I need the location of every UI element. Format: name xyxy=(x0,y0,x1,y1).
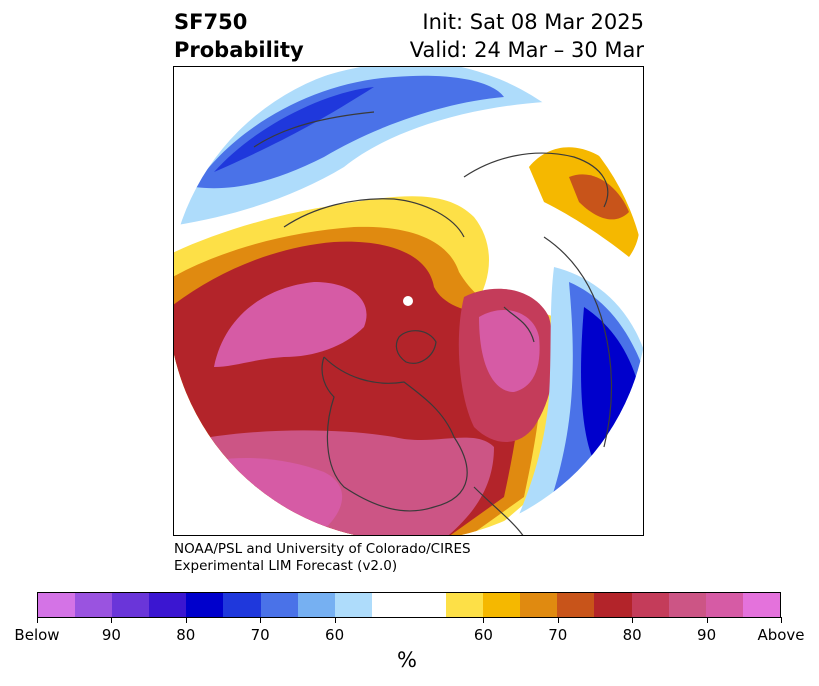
colorbar-segment xyxy=(112,593,150,617)
colorbar-tick xyxy=(185,617,187,623)
credit-line-1: NOAA/PSL and University of Colorado/CIRE… xyxy=(174,541,471,557)
below-region-north-inner xyxy=(194,75,504,189)
colorbar-segment xyxy=(75,593,113,617)
north-pole-marker xyxy=(403,296,413,306)
colorbar-tick-label: 80 xyxy=(622,626,642,644)
colorbar-tick-label: 60 xyxy=(325,626,345,644)
probability-field xyxy=(174,67,643,535)
above-region-south-core xyxy=(174,457,342,535)
colorbar-segment xyxy=(483,593,521,617)
colorbar-tick-label: 70 xyxy=(548,626,568,644)
colorbar-unit: % xyxy=(397,648,417,672)
colorbar-segment xyxy=(594,593,632,617)
credit-line-2: Experimental LIM Forecast (v2.0) xyxy=(174,558,398,574)
above-region-atlantic-core xyxy=(479,309,540,392)
colorbar-tick xyxy=(557,617,559,623)
probability-map-canvas xyxy=(174,67,643,535)
colorbar-segment xyxy=(186,593,224,617)
below-region-north-core xyxy=(214,87,374,172)
above-region-europe-core xyxy=(569,174,629,220)
colorbar-tick xyxy=(781,617,782,623)
forecast-dates: Init: Sat 08 Mar 2025 Valid: 24 Mar – 30… xyxy=(410,8,644,64)
colorbar-tick xyxy=(334,617,336,623)
init-date: Init: Sat 08 Mar 2025 xyxy=(422,10,644,34)
colorbar-tick-label: 60 xyxy=(473,626,493,644)
colorbar-segment xyxy=(668,593,706,617)
colorbar-segment xyxy=(408,593,447,617)
colorbar-segment xyxy=(557,593,595,617)
polar-map xyxy=(173,66,644,536)
colorbar-tick-label: 80 xyxy=(176,626,196,644)
colorbar-segment xyxy=(260,593,298,617)
colorbar-segment xyxy=(631,593,669,617)
variable-name: SF750 xyxy=(174,10,248,34)
colorbar-tick xyxy=(632,617,634,623)
colorbar-tick-label: Above xyxy=(757,626,805,644)
colorbar-segment xyxy=(705,593,743,617)
colorbar-tick-label: Below xyxy=(14,626,60,644)
colorbar-tick-label: 90 xyxy=(697,626,717,644)
colorbar-segment xyxy=(742,593,780,617)
colorbar-segment xyxy=(334,593,372,617)
credit-text: NOAA/PSL and University of Colorado/CIRE… xyxy=(174,541,471,575)
colorbar-tick-label: 90 xyxy=(101,626,121,644)
colorbar-segment xyxy=(520,593,558,617)
colorbar-segment xyxy=(371,593,409,617)
colorbar-tick-label: 70 xyxy=(250,626,270,644)
colorbar-segment xyxy=(297,593,335,617)
above-region-west-90 xyxy=(214,282,367,367)
colorbar-segment xyxy=(223,593,261,617)
colorbar-tick xyxy=(260,617,262,623)
colorbar-segment xyxy=(149,593,187,617)
colorbar-tick xyxy=(111,617,113,623)
coastlines xyxy=(253,111,613,535)
figure-title: SF750 Probability xyxy=(174,8,304,64)
colorbar-tick xyxy=(483,617,485,623)
colorbar-tick xyxy=(37,617,38,623)
valid-range: Valid: 24 Mar – 30 Mar xyxy=(409,38,644,62)
colorbar-segment xyxy=(38,593,76,617)
probability-colorbar xyxy=(37,592,781,618)
colorbar-tick xyxy=(706,617,708,623)
colorbar-segment xyxy=(446,593,484,617)
variable-subtitle: Probability xyxy=(174,38,304,62)
